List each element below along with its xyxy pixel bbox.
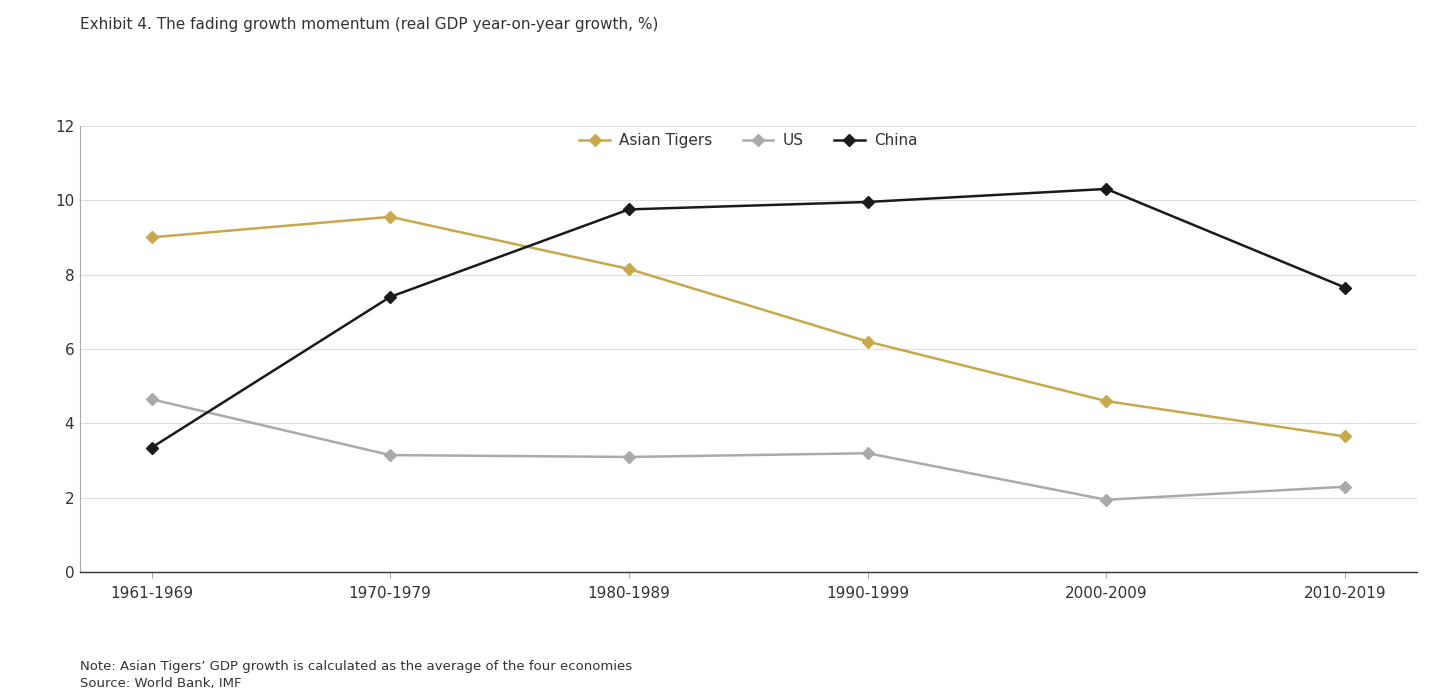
Text: Source: World Bank, IMF: Source: World Bank, IMF bbox=[80, 677, 241, 690]
Text: Note: Asian Tigers’ GDP growth is calculated as the average of the four economie: Note: Asian Tigers’ GDP growth is calcul… bbox=[80, 660, 632, 673]
Text: Exhibit 4. The fading growth momentum (real GDP year-on-year growth, %): Exhibit 4. The fading growth momentum (r… bbox=[80, 17, 658, 32]
Legend: Asian Tigers, US, China: Asian Tigers, US, China bbox=[580, 133, 917, 148]
